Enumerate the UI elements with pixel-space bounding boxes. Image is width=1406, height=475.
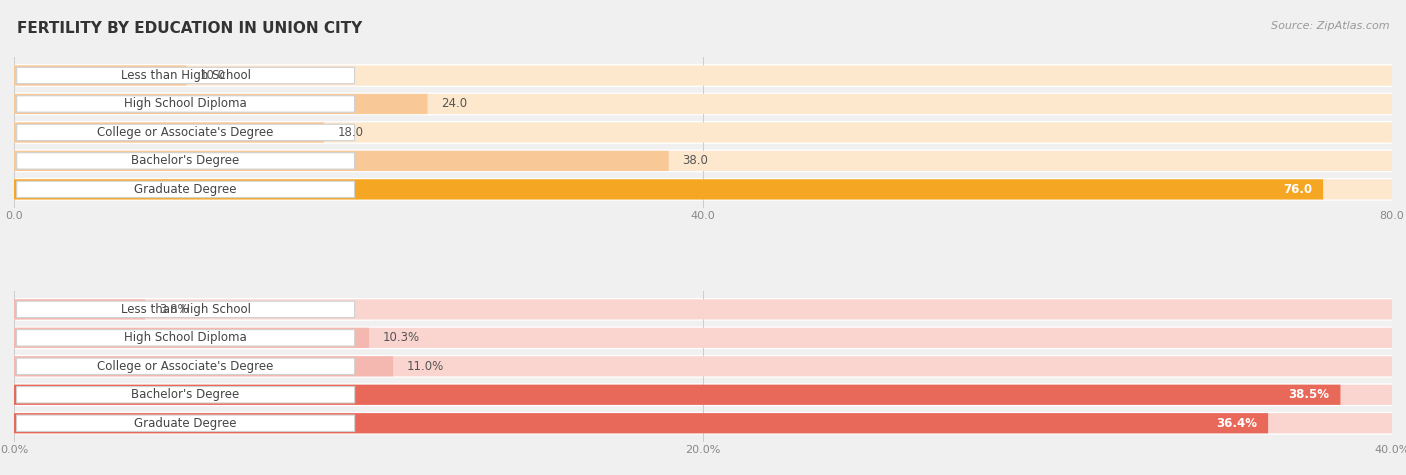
- FancyBboxPatch shape: [14, 299, 145, 320]
- Text: Graduate Degree: Graduate Degree: [135, 417, 236, 430]
- FancyBboxPatch shape: [17, 330, 354, 346]
- FancyBboxPatch shape: [14, 178, 1392, 201]
- FancyBboxPatch shape: [14, 179, 1323, 199]
- Text: 18.0: 18.0: [337, 126, 364, 139]
- FancyBboxPatch shape: [14, 356, 394, 376]
- Text: 36.4%: 36.4%: [1216, 417, 1257, 430]
- FancyBboxPatch shape: [14, 298, 1392, 321]
- Text: Graduate Degree: Graduate Degree: [135, 183, 236, 196]
- FancyBboxPatch shape: [14, 385, 1340, 405]
- FancyBboxPatch shape: [14, 64, 1392, 87]
- Text: 38.5%: 38.5%: [1288, 388, 1329, 401]
- Text: College or Associate's Degree: College or Associate's Degree: [97, 360, 274, 373]
- Text: Less than High School: Less than High School: [121, 303, 250, 316]
- Text: FERTILITY BY EDUCATION IN UNION CITY: FERTILITY BY EDUCATION IN UNION CITY: [17, 21, 363, 37]
- Text: 10.3%: 10.3%: [382, 332, 420, 344]
- Text: 10.0: 10.0: [200, 69, 226, 82]
- FancyBboxPatch shape: [14, 413, 1392, 433]
- FancyBboxPatch shape: [14, 355, 1392, 378]
- FancyBboxPatch shape: [17, 387, 354, 403]
- FancyBboxPatch shape: [14, 328, 368, 348]
- Text: High School Diploma: High School Diploma: [124, 97, 247, 111]
- FancyBboxPatch shape: [14, 123, 1392, 142]
- FancyBboxPatch shape: [17, 415, 354, 431]
- FancyBboxPatch shape: [17, 67, 354, 84]
- Text: 3.8%: 3.8%: [159, 303, 188, 316]
- FancyBboxPatch shape: [17, 152, 354, 169]
- FancyBboxPatch shape: [14, 326, 1392, 349]
- FancyBboxPatch shape: [17, 124, 354, 141]
- FancyBboxPatch shape: [14, 94, 1392, 114]
- FancyBboxPatch shape: [14, 412, 1392, 435]
- Text: 24.0: 24.0: [441, 97, 467, 111]
- FancyBboxPatch shape: [14, 385, 1392, 405]
- FancyBboxPatch shape: [14, 94, 427, 114]
- FancyBboxPatch shape: [14, 179, 1392, 199]
- Text: High School Diploma: High School Diploma: [124, 332, 247, 344]
- Text: Bachelor's Degree: Bachelor's Degree: [132, 388, 240, 401]
- FancyBboxPatch shape: [17, 96, 354, 112]
- FancyBboxPatch shape: [14, 150, 1392, 172]
- Text: 11.0%: 11.0%: [406, 360, 444, 373]
- FancyBboxPatch shape: [14, 356, 1392, 376]
- Text: Less than High School: Less than High School: [121, 69, 250, 82]
- FancyBboxPatch shape: [14, 93, 1392, 115]
- FancyBboxPatch shape: [14, 121, 1392, 144]
- FancyBboxPatch shape: [14, 66, 1392, 86]
- FancyBboxPatch shape: [14, 151, 669, 171]
- Text: College or Associate's Degree: College or Associate's Degree: [97, 126, 274, 139]
- Text: 38.0: 38.0: [682, 154, 709, 167]
- FancyBboxPatch shape: [17, 358, 354, 374]
- FancyBboxPatch shape: [17, 301, 354, 318]
- FancyBboxPatch shape: [14, 299, 1392, 320]
- FancyBboxPatch shape: [14, 413, 1268, 433]
- FancyBboxPatch shape: [14, 66, 187, 86]
- Text: Source: ZipAtlas.com: Source: ZipAtlas.com: [1271, 21, 1389, 31]
- FancyBboxPatch shape: [14, 383, 1392, 406]
- FancyBboxPatch shape: [14, 123, 325, 142]
- FancyBboxPatch shape: [14, 328, 1392, 348]
- FancyBboxPatch shape: [17, 181, 354, 198]
- FancyBboxPatch shape: [14, 151, 1392, 171]
- Text: 76.0: 76.0: [1282, 183, 1312, 196]
- Text: Bachelor's Degree: Bachelor's Degree: [132, 154, 240, 167]
